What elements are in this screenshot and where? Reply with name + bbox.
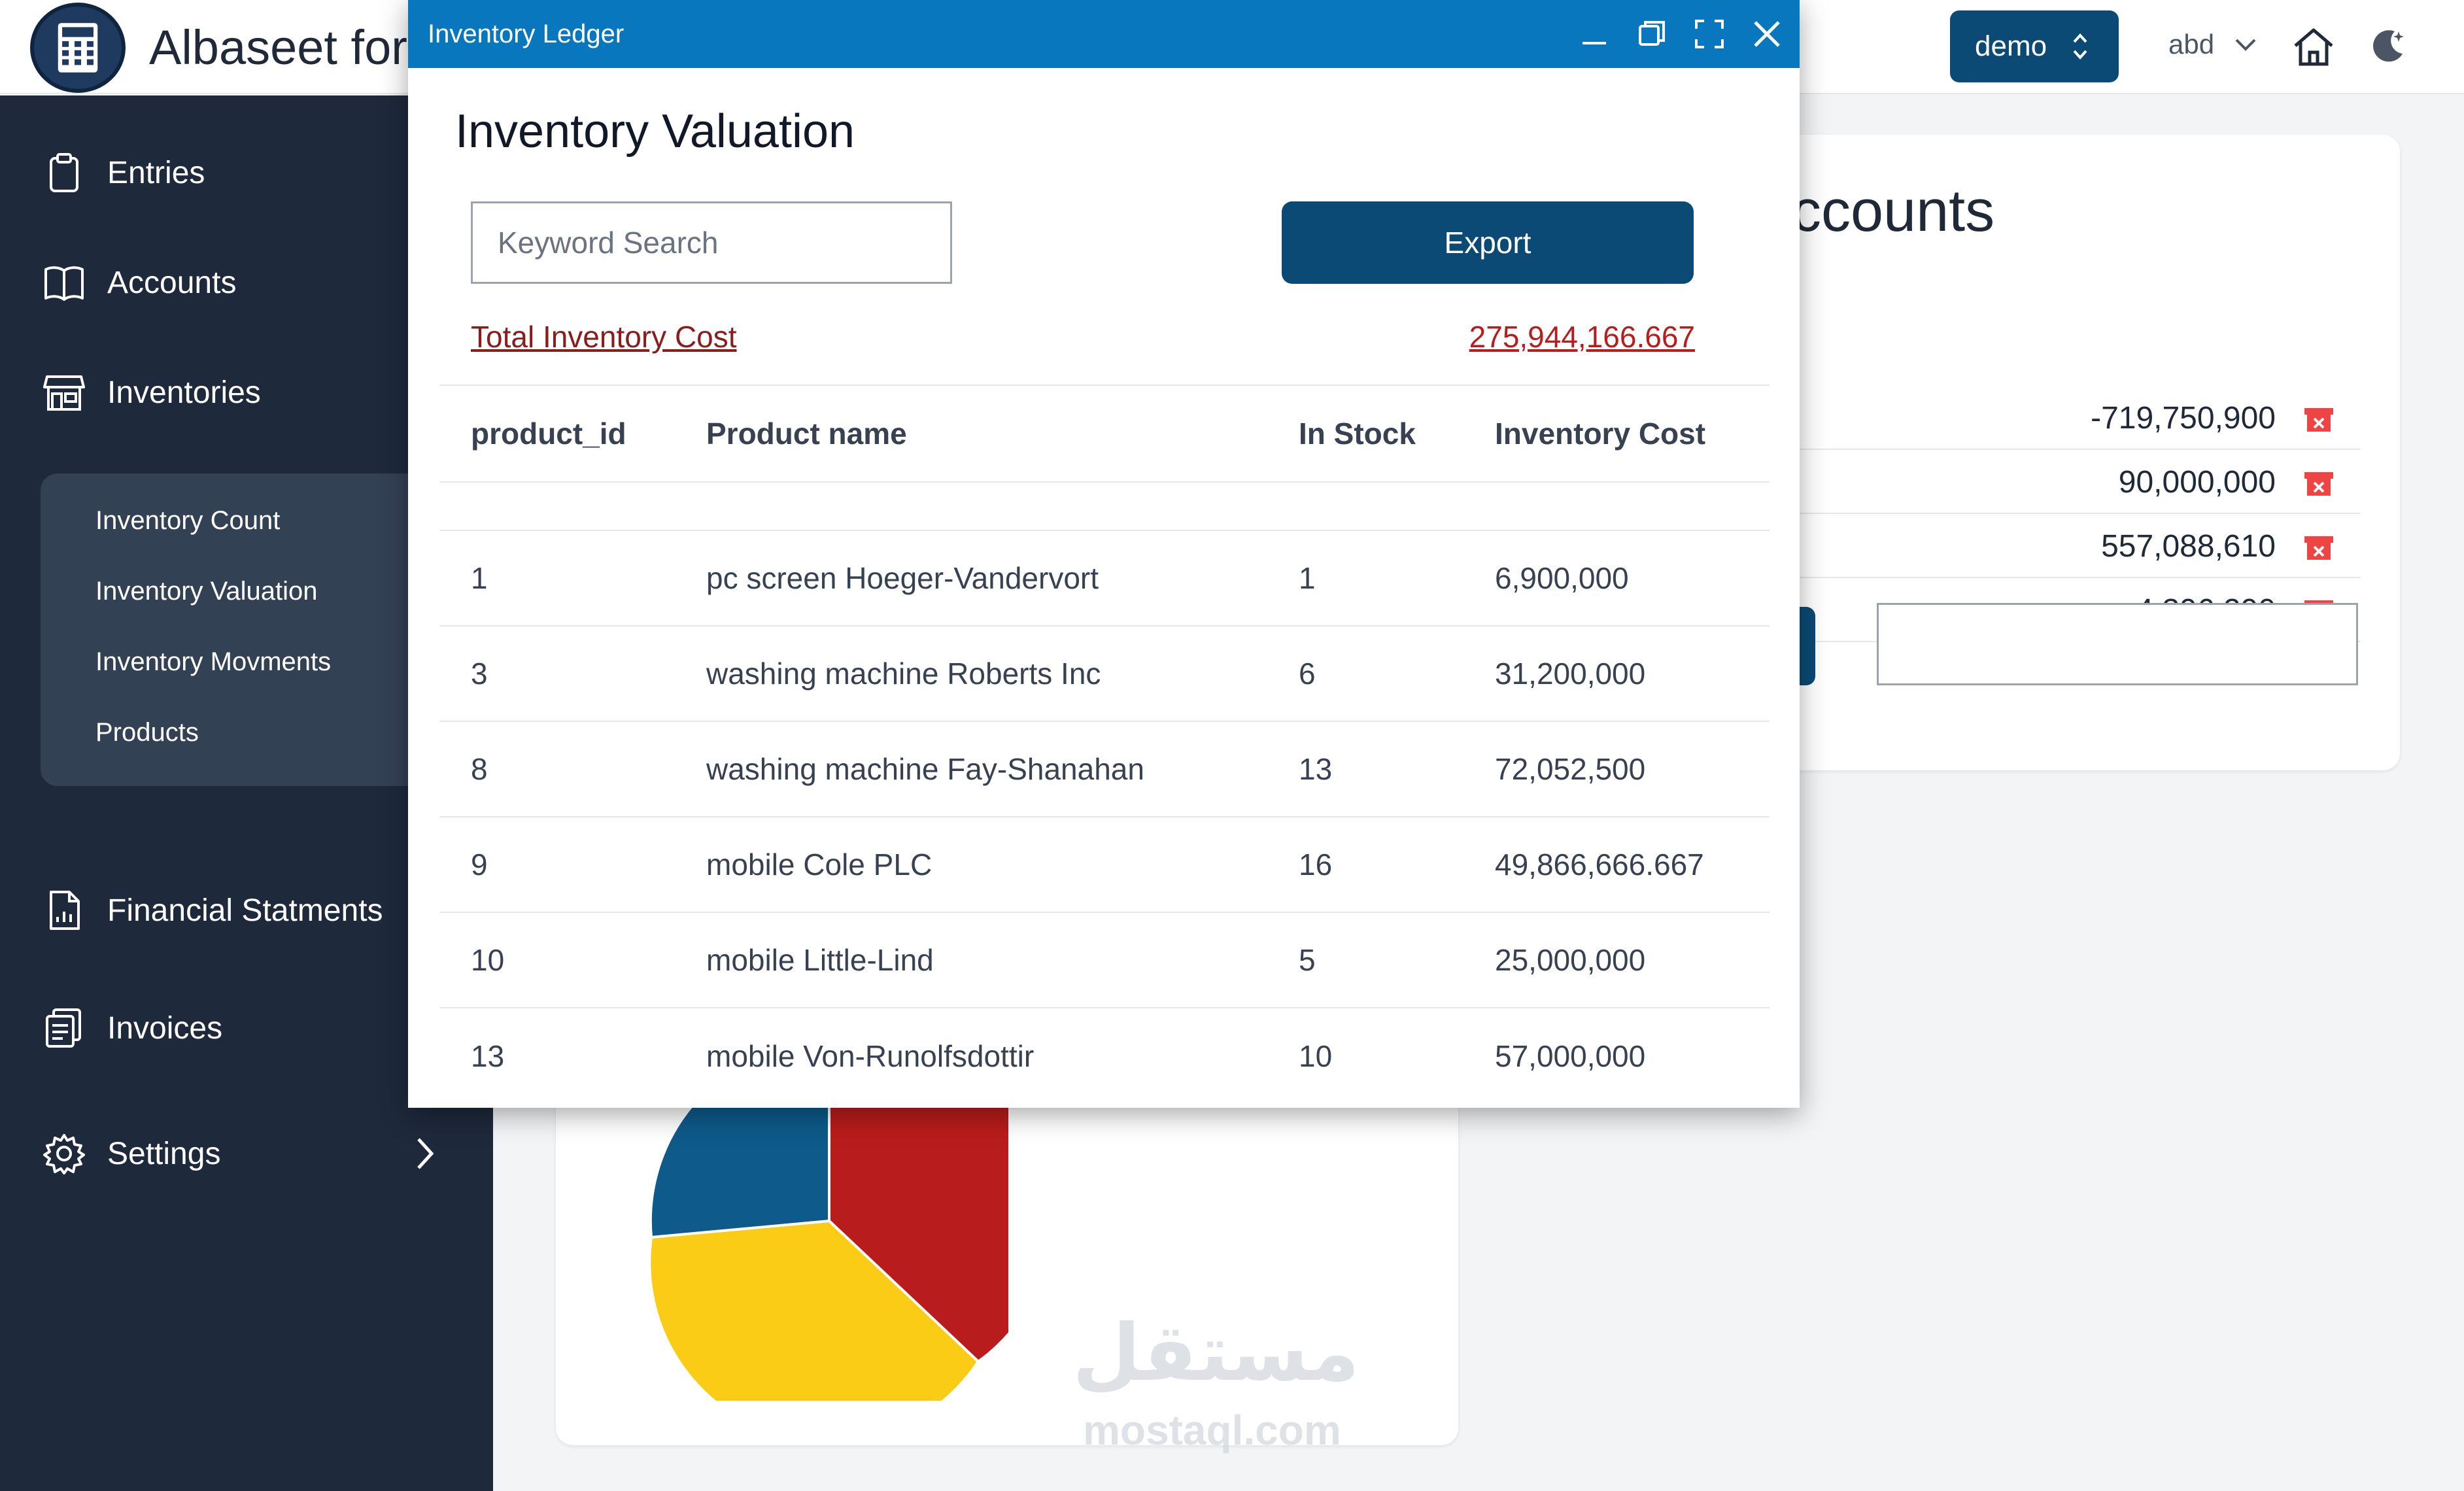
sidebar-item-label: Invoices xyxy=(107,1010,223,1046)
sidebar-item-label: Inventories xyxy=(107,375,261,410)
table-row[interactable]: 9 mobile Cole PLC 16 49,866,666.667 xyxy=(439,816,1770,912)
cell-in-stock: 5 xyxy=(1267,912,1463,1008)
sidebar-item-financial-statments[interactable]: Financial Statments xyxy=(43,889,383,931)
gear-icon xyxy=(43,1134,85,1174)
accounts-search-input[interactable] xyxy=(1877,603,2358,685)
page-title: Inventory Valuation xyxy=(455,105,855,158)
account-amount: 557,088,610 xyxy=(2101,529,2276,564)
cell-inventory-cost: 6,900,000 xyxy=(1463,530,1770,626)
account-amount: -719,750,900 xyxy=(2091,401,2276,436)
cell-in-stock: 16 xyxy=(1267,816,1463,912)
cell-product-id: 10 xyxy=(439,912,675,1008)
account-row: -719,750,900 xyxy=(1700,386,2361,450)
sidebar-item-label: Financial Statments xyxy=(107,893,383,928)
user-menu[interactable]: abd xyxy=(2168,29,2259,60)
cell-product-name: mobile Von-Runolfsdottir xyxy=(675,1007,1267,1103)
cell-product-name: pc screen Hoeger-Vandervort xyxy=(675,530,1267,626)
table-row[interactable]: 13 mobile Von-Runolfsdottir 10 57,000,00… xyxy=(439,1007,1770,1103)
keyword-search-input[interactable] xyxy=(471,201,952,284)
column-header[interactable]: Product name xyxy=(675,385,1267,482)
filter-row xyxy=(439,481,1770,530)
cell-product-name: washing machine Fay-Shanahan xyxy=(675,721,1267,817)
sidebar-item-inventories[interactable]: Inventories xyxy=(43,371,261,413)
table-row[interactable]: 8 washing machine Fay-Shanahan 13 72,052… xyxy=(439,721,1770,817)
app-logo xyxy=(30,3,126,93)
cell-inventory-cost: 49,866,666.667 xyxy=(1463,816,1770,912)
minimize-icon[interactable] xyxy=(1577,17,1611,51)
cell-product-id: 8 xyxy=(439,721,675,817)
report-icon xyxy=(50,891,80,930)
cell-product-name: mobile Little-Lind xyxy=(675,912,1267,1008)
sidebar-item-accounts[interactable]: Accounts xyxy=(43,262,236,303)
inventory-table: product_id Product name In Stock Invento… xyxy=(439,385,1770,1103)
table-row[interactable]: 3 washing machine Roberts Inc 6 31,200,0… xyxy=(439,625,1770,721)
table-header-row: product_id Product name In Stock Invento… xyxy=(439,385,1770,482)
home-icon[interactable] xyxy=(2291,25,2336,69)
table-row[interactable]: 1 pc screen Hoeger-Vandervort 1 6,900,00… xyxy=(439,530,1770,626)
fullscreen-icon[interactable] xyxy=(1692,17,1726,51)
cell-in-stock: 1 xyxy=(1267,530,1463,626)
column-header[interactable]: In Stock xyxy=(1267,385,1463,482)
submenu-inventory-count[interactable]: Inventory Count xyxy=(95,506,281,535)
accounts-card: ccounts -719,750,900 90,000,000 557,088,… xyxy=(1700,135,2400,770)
cell-product-id: 13 xyxy=(439,1007,675,1103)
pie-slice-yellow xyxy=(650,1219,980,1401)
sidebar-item-entries[interactable]: Entries xyxy=(43,152,205,194)
clipboard-icon xyxy=(50,153,78,192)
cell-inventory-cost: 57,000,000 xyxy=(1463,1007,1770,1103)
datasource-select[interactable]: demo xyxy=(1950,10,2119,82)
cell-inventory-cost: 25,000,000 xyxy=(1463,912,1770,1008)
chevron-right-icon[interactable] xyxy=(412,1134,438,1173)
window-titlebar[interactable]: Inventory Ledger xyxy=(408,0,1800,68)
chevron-down-icon xyxy=(2235,39,2256,51)
export-button[interactable]: Export xyxy=(1282,201,1694,284)
watermark: مستقل xyxy=(1072,1309,1360,1397)
total-inventory-cost-link[interactable]: Total Inventory Cost xyxy=(471,320,737,354)
watermark-url: mostaql.com xyxy=(1083,1407,1341,1454)
cell-inventory-cost: 72,052,500 xyxy=(1463,721,1770,817)
pie-slice-red xyxy=(828,1041,1008,1363)
cell-in-stock: 10 xyxy=(1267,1007,1463,1103)
submenu-inventory-movments[interactable]: Inventory Movments xyxy=(95,647,332,676)
account-row: 90,000,000 xyxy=(1700,450,2361,514)
table-row[interactable]: 10 mobile Little-Lind 5 25,000,000 xyxy=(439,912,1770,1008)
cell-product-name: mobile Cole PLC xyxy=(675,816,1267,912)
invoice-icon xyxy=(46,1008,81,1048)
sidebar-item-label: Entries xyxy=(107,155,205,190)
sidebar-item-label: Settings xyxy=(107,1136,221,1171)
cell-in-stock: 6 xyxy=(1267,625,1463,721)
accounts-card-heading: ccounts xyxy=(1792,179,1995,244)
restore-icon[interactable] xyxy=(1635,17,1669,51)
column-header[interactable]: Inventory Cost xyxy=(1463,385,1770,482)
store-icon xyxy=(43,375,85,411)
cell-inventory-cost: 31,200,000 xyxy=(1463,625,1770,721)
submenu-inventory-valuation[interactable]: Inventory Valuation xyxy=(95,577,318,606)
datasource-label: demo xyxy=(1975,30,2047,62)
cell-product-id: 1 xyxy=(439,530,675,626)
sidebar-item-label: Accounts xyxy=(107,265,237,300)
sidebar-item-invoices[interactable]: Invoices xyxy=(43,1007,222,1049)
column-header[interactable]: product_id xyxy=(439,385,675,482)
inventory-submenu: Inventory Count Inventory Valuation Inve… xyxy=(41,473,446,786)
user-name: abd xyxy=(2168,29,2215,60)
cell-product-id: 9 xyxy=(439,816,675,912)
delete-icon[interactable] xyxy=(2303,534,2335,561)
total-inventory-cost-value[interactable]: 275,944,166.667 xyxy=(1469,320,1695,354)
delete-icon[interactable] xyxy=(2303,470,2335,497)
inventory-ledger-window: Inventory Ledger Inventory Valuation Exp… xyxy=(408,0,1800,1108)
theme-toggle-icon[interactable] xyxy=(2369,27,2406,65)
account-row: 557,088,610 xyxy=(1700,514,2361,578)
app-title: Albaseet for xyxy=(149,20,407,75)
close-icon[interactable] xyxy=(1750,17,1784,51)
book-icon xyxy=(44,266,84,301)
account-amount: 90,000,000 xyxy=(2118,465,2276,500)
delete-icon[interactable] xyxy=(2303,405,2335,433)
cell-product-id: 3 xyxy=(439,625,675,721)
submenu-products[interactable]: Products xyxy=(95,718,199,747)
cell-product-name: washing machine Roberts Inc xyxy=(675,625,1267,721)
sidebar-item-settings[interactable]: Settings xyxy=(43,1133,220,1174)
cell-in-stock: 13 xyxy=(1267,721,1463,817)
updown-chevron-icon xyxy=(2073,33,2087,60)
window-title: Inventory Ledger xyxy=(428,20,625,48)
